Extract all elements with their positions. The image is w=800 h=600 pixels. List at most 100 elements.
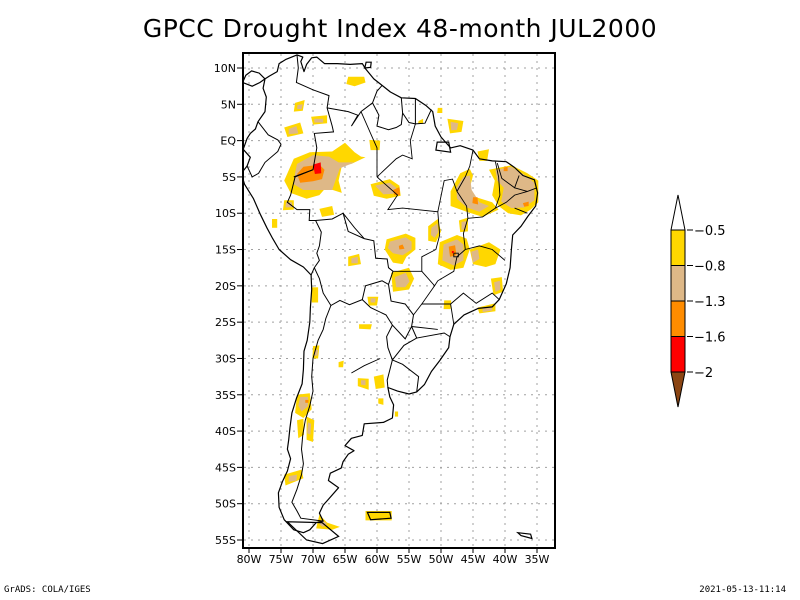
colorbar-label: −1.3: [694, 295, 726, 310]
y-tick-label: 45S: [215, 461, 236, 474]
drought-patch: [359, 324, 372, 330]
y-tick-label: 30S: [215, 352, 236, 365]
drought-patch: [451, 251, 454, 254]
country-border: [246, 121, 282, 178]
x-axis: 80W 75W 70W 65W 60W 55W 50W 45W 40W 35W: [237, 548, 550, 566]
drought-patch: [394, 411, 399, 417]
drought-patch: [319, 206, 335, 217]
country-border: [415, 109, 432, 125]
x-tick-label: 70W: [301, 553, 326, 566]
drought-patch: [477, 149, 489, 161]
country-border: [293, 54, 335, 178]
drought-patches: [272, 76, 539, 530]
drought-patch: [288, 126, 299, 135]
state-border: [467, 161, 501, 219]
drought-patch: [378, 398, 384, 405]
x-tick-label: 60W: [365, 553, 390, 566]
drought-patch: [285, 202, 292, 208]
y-tick-label: 25S: [215, 316, 236, 329]
state-border: [416, 332, 451, 339]
x-tick-label: 40W: [493, 553, 518, 566]
island: [364, 61, 372, 69]
drought-patch: [472, 197, 479, 205]
island: [516, 531, 533, 540]
coastline-south-america: [243, 54, 539, 534]
country-border: [313, 212, 394, 307]
country-border: [291, 305, 332, 522]
drought-patch: [443, 300, 452, 310]
country-border: [391, 326, 420, 392]
footer-credit: GrADS: COLA/IGES: [4, 585, 91, 595]
y-tick-label: 35S: [215, 389, 236, 402]
colorbar-segment: [670, 265, 686, 302]
country-border: [372, 97, 404, 131]
state-border: [420, 285, 500, 305]
colorbar-segment: [670, 300, 686, 337]
country-border: [327, 85, 383, 127]
colorbar-legend: −0.5 −0.8 −1.3 −1.6 −2: [670, 194, 726, 408]
map-title: GPCC Drought Index 48-month JUL2000: [142, 14, 658, 43]
drought-patch: [503, 166, 508, 172]
drought-patch: [375, 182, 397, 195]
y-tick-label: 55S: [215, 534, 236, 547]
state-border: [351, 358, 381, 374]
country-border: [286, 169, 322, 276]
state-border: [411, 326, 438, 330]
drought-patch: [430, 223, 439, 238]
drought-patch: [370, 298, 376, 303]
drought-patch: [272, 219, 278, 228]
colorbar-bottom-extension: [670, 371, 686, 408]
state-border: [376, 123, 416, 178]
colorbar-segment: [670, 229, 686, 266]
drought-patch: [418, 118, 424, 124]
island: [366, 511, 392, 521]
footer-timestamp: 2021-05-13-11:14: [699, 585, 786, 595]
coastline: [243, 54, 539, 545]
x-tick-label: 80W: [237, 553, 262, 566]
colorbar-label: −2: [694, 366, 713, 381]
country-border: [402, 98, 416, 125]
y-tick-label: 20S: [215, 280, 236, 293]
state-border: [437, 178, 469, 250]
drought-patch: [394, 272, 410, 288]
x-tick-label: 45W: [461, 553, 486, 566]
state-border: [450, 303, 455, 325]
colorbar-label: −0.8: [694, 260, 726, 275]
y-tick-label: 5S: [222, 171, 236, 184]
colorbar-label: −0.5: [694, 224, 726, 239]
drought-patch: [361, 380, 366, 386]
colorbar-segment: [670, 336, 686, 373]
state-border: [465, 245, 506, 261]
drought-patch: [288, 474, 297, 482]
state-border: [495, 187, 538, 209]
country-border: [386, 324, 393, 361]
y-tick-label: 15S: [215, 244, 236, 257]
y-axis: 10N 5N EQ 5S 10S 15S 20S 25S 30S 35S 40S 45S 50S 55S: [214, 62, 243, 547]
map-frame: [242, 52, 556, 549]
country-border: [386, 359, 393, 388]
state-border: [342, 212, 365, 239]
drought-patch: [469, 242, 501, 267]
drought-patch: [373, 374, 385, 389]
state-border: [413, 303, 423, 316]
colorbar-label: −1.6: [694, 331, 726, 346]
drought-patch: [305, 399, 309, 403]
y-tick-label: EQ: [220, 135, 236, 148]
political-borders: [246, 54, 538, 522]
state-border: [456, 150, 474, 192]
drought-patch: [471, 249, 480, 263]
drought-patch: [311, 287, 319, 303]
x-tick-label: 35W: [525, 553, 550, 566]
state-border: [376, 176, 441, 272]
drought-patch: [314, 118, 324, 123]
drought-patch: [398, 244, 405, 250]
drought-patch: [494, 280, 501, 292]
island: [285, 521, 340, 545]
state-border: [514, 207, 528, 214]
y-tick-label: 40S: [215, 425, 236, 438]
drought-patch: [369, 139, 381, 151]
y-tick-label: 50S: [215, 498, 236, 511]
drought-patch: [297, 418, 304, 439]
x-tick-label: 55W: [397, 553, 422, 566]
